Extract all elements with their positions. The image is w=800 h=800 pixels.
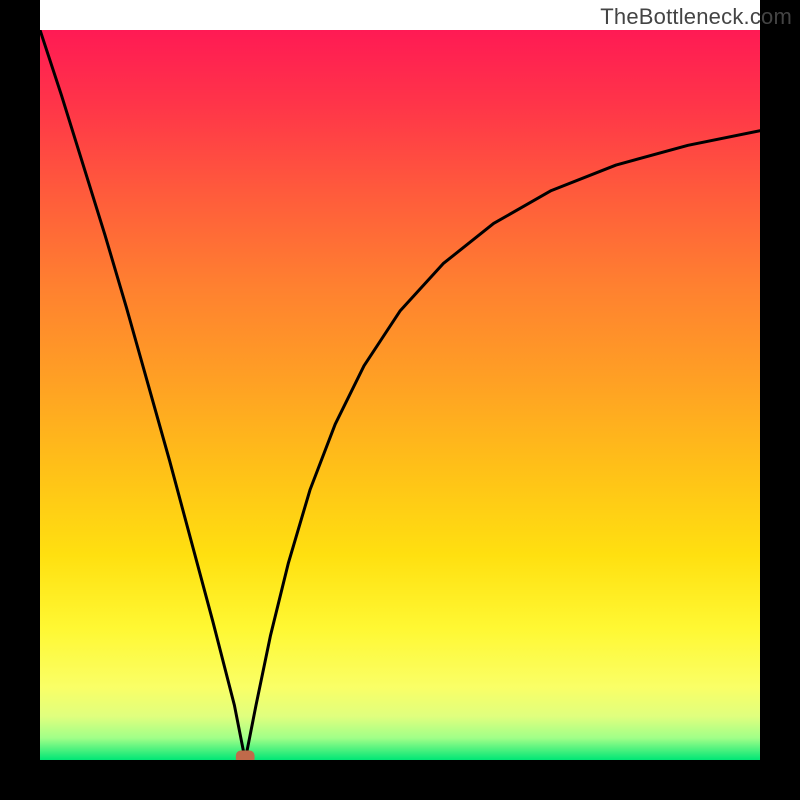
bottleneck-curve-chart (0, 0, 800, 800)
chart-container: TheBottleneck.com (0, 0, 800, 800)
axis-bottom (0, 760, 800, 800)
watermark-label: TheBottleneck.com (600, 4, 792, 30)
axis-right (760, 0, 800, 800)
axis-left (0, 0, 40, 800)
plot-background (40, 30, 760, 760)
